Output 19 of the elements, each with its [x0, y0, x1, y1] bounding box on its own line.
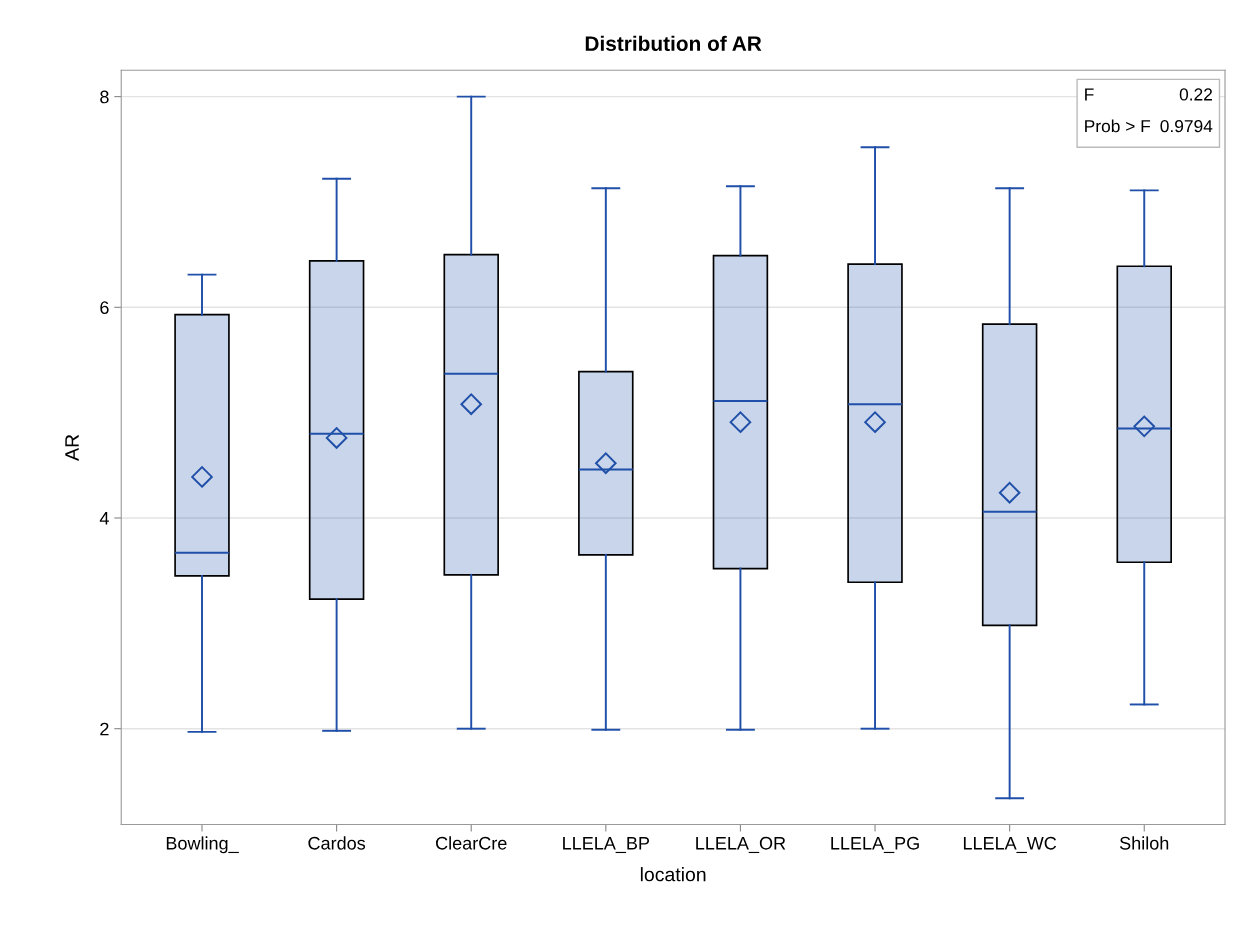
x-tick-label: Shiloh: [1119, 836, 1169, 850]
y-tick-label: 4: [99, 512, 109, 525]
x-tick-label: Bowling_: [166, 836, 239, 854]
x-tick-label: LLELA_PG: [831, 836, 919, 854]
y-axis-title: AR: [65, 434, 79, 461]
x-tick-label: LLELA_WC: [963, 836, 1057, 854]
x-axis-title: location: [640, 867, 706, 882]
y-tick-label: 2: [100, 722, 109, 736]
annotation: Prob > F: [1085, 119, 1151, 133]
x-tick-label: LLELA_OR: [696, 836, 786, 854]
annotation: 0.9794: [1160, 119, 1213, 133]
x-tick-label: Cardos: [308, 836, 366, 850]
chart-title: Distribution of AR: [585, 35, 762, 52]
y-tick-label: 6: [100, 301, 109, 315]
y-tick-label: 8: [100, 90, 109, 104]
x-tick-label: LLELA_BP: [563, 837, 650, 854]
annotation: 0.22: [1179, 88, 1212, 101]
annotation: F: [1085, 88, 1094, 101]
x-tick-label: ClearCre: [436, 836, 507, 850]
